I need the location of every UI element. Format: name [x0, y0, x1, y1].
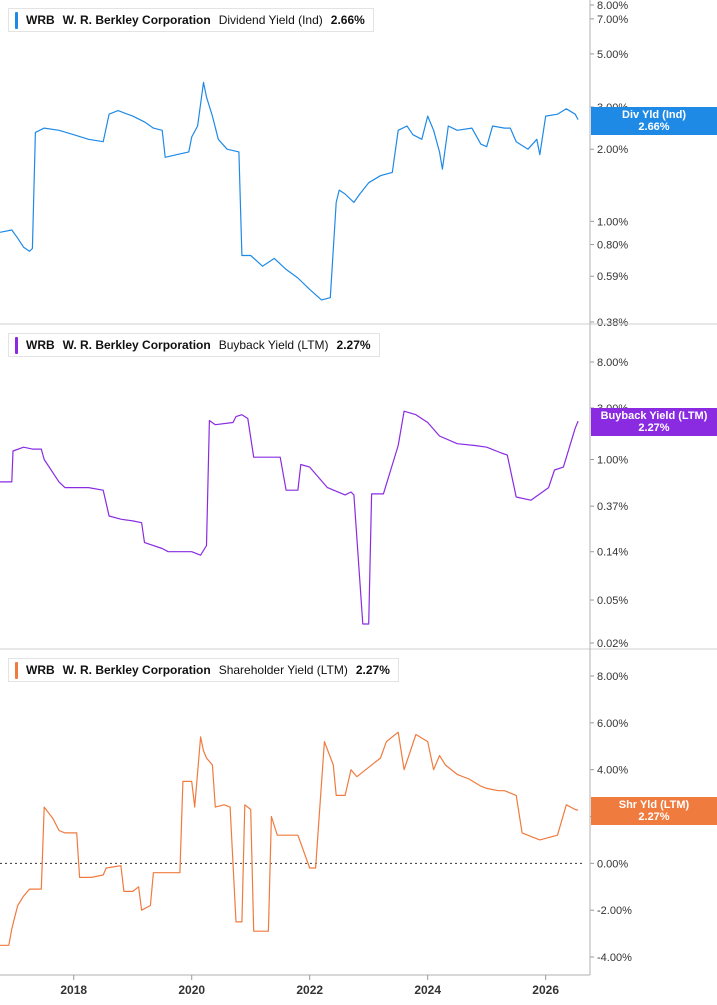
- company-name: W. R. Berkley Corporation: [62, 13, 211, 27]
- x-tick-label: 2020: [178, 983, 205, 997]
- y-tick-label: 0.14%: [597, 547, 628, 559]
- series-color-marker: [15, 661, 18, 679]
- metric-value: 2.66%: [330, 13, 365, 27]
- y-tick-label: 1.00%: [597, 216, 628, 228]
- y-tick-label: 8.00%: [597, 357, 628, 369]
- tag-value: 2.27%: [638, 422, 670, 434]
- last-value-tag-dividend: Div Yld (Ind) 2.66%: [591, 107, 717, 135]
- y-tick-label: 8.00%: [597, 671, 628, 683]
- series-line-buyback-yield: [0, 410, 579, 625]
- y-tick-label: 5.00%: [597, 49, 628, 61]
- company-name: W. R. Berkley Corporation: [62, 338, 211, 352]
- x-tick-label: 2022: [296, 983, 323, 997]
- ticker-label: WRB: [26, 338, 55, 352]
- series-line-shareholder-yield: [0, 731, 579, 946]
- metric-value: 2.27%: [355, 663, 390, 677]
- company-name: W. R. Berkley Corporation: [62, 663, 211, 677]
- ticker-label: WRB: [26, 13, 55, 27]
- legend-shareholder-yield[interactable]: WRB W. R. Berkley Corporation Shareholde…: [8, 658, 399, 682]
- y-tick-label: 2.00%: [597, 144, 628, 156]
- series-line-dividend-yield: [0, 81, 579, 301]
- x-tick-label: 2024: [414, 983, 441, 997]
- y-tick-label: 0.00%: [597, 858, 628, 870]
- y-tick-label: 0.02%: [597, 638, 628, 650]
- y-tick-label: 0.37%: [597, 501, 628, 513]
- y-tick-label: 0.80%: [597, 240, 628, 252]
- metric-name: Buyback Yield (LTM): [218, 338, 329, 352]
- y-tick-label: 0.59%: [597, 271, 628, 283]
- series-color-marker: [15, 11, 18, 29]
- y-tick-label: -2.00%: [597, 905, 632, 917]
- tag-label: Div Yld (Ind): [622, 109, 686, 121]
- y-tick-label: 0.05%: [597, 595, 628, 607]
- tag-value: 2.66%: [638, 121, 670, 133]
- panel-buyback-yield: 8.00%3.00%1.00%0.37%0.14%0.05%0.02%: [0, 323, 717, 650]
- y-tick-label: 4.00%: [597, 765, 628, 777]
- x-tick-label: 2018: [60, 983, 87, 997]
- y-tick-label: 7.00%: [597, 14, 628, 26]
- panel-dividend-yield: 8.00%7.00%5.00%3.00%2.00%1.00%0.80%0.59%…: [0, 0, 628, 329]
- last-value-tag-shareholder: Shr Yld (LTM) 2.27%: [591, 797, 717, 825]
- legend-buyback-yield[interactable]: WRB W. R. Berkley Corporation Buyback Yi…: [8, 333, 380, 357]
- y-tick-label: -4.00%: [597, 952, 632, 964]
- x-tick-label: 2026: [532, 983, 559, 997]
- last-value-tag-buyback: Buyback Yield (LTM) 2.27%: [591, 408, 717, 436]
- tag-value: 2.27%: [638, 811, 670, 823]
- tag-label: Buyback Yield (LTM): [600, 410, 708, 422]
- legend-dividend-yield[interactable]: WRB W. R. Berkley Corporation Dividend Y…: [8, 8, 374, 32]
- series-color-marker: [15, 336, 18, 354]
- ticker-label: WRB: [26, 663, 55, 677]
- metric-name: Shareholder Yield (LTM): [218, 663, 348, 677]
- metric-name: Dividend Yield (Ind): [218, 13, 323, 27]
- y-tick-label: 6.00%: [597, 718, 628, 730]
- y-tick-label: 1.00%: [597, 455, 628, 467]
- y-tick-label: 8.00%: [597, 0, 628, 12]
- y-tick-label: 0.38%: [597, 317, 628, 329]
- tag-label: Shr Yld (LTM): [618, 799, 690, 811]
- metric-value: 2.27%: [336, 338, 371, 352]
